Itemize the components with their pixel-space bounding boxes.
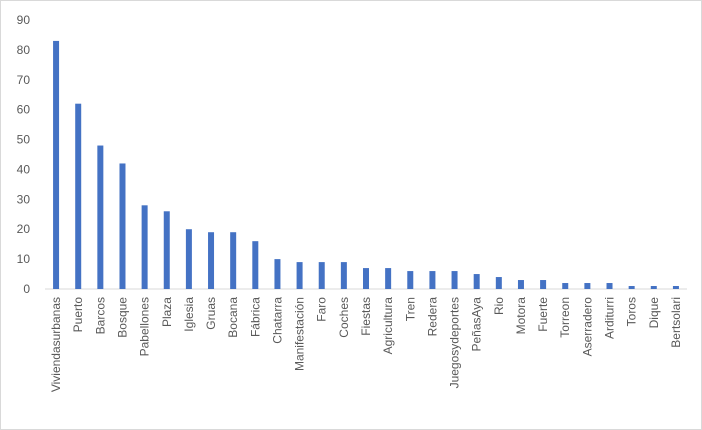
- y-tick-label: 80: [17, 43, 31, 57]
- x-tick-label: Chatarra: [270, 297, 284, 344]
- bar: [97, 145, 104, 289]
- bar: [163, 211, 170, 289]
- x-tick-label: Aserradero: [580, 297, 594, 357]
- x-tick-label: PeñasAya: [470, 297, 484, 352]
- bar: [584, 283, 591, 289]
- x-tick-label: Tren: [403, 297, 417, 321]
- y-tick-label: 50: [17, 133, 31, 147]
- y-tick-label: 20: [17, 222, 31, 236]
- y-tick-label: 90: [17, 13, 31, 27]
- x-tick-label: Manifestación: [293, 297, 307, 371]
- bar: [274, 259, 281, 289]
- x-tick-label: Bocana: [226, 297, 240, 338]
- x-tick-label: Rio: [492, 297, 506, 315]
- y-tick-label: 60: [17, 103, 31, 117]
- bar: [562, 283, 569, 289]
- x-tick-label: Faro: [315, 297, 329, 322]
- x-tick-label: Fuerte: [536, 297, 550, 332]
- bar: [340, 262, 347, 289]
- bar: [296, 262, 303, 289]
- bar: [451, 271, 458, 289]
- y-tick-label: 0: [23, 282, 30, 296]
- bar: [119, 163, 126, 289]
- y-tick-label: 40: [17, 162, 31, 176]
- x-tick-label: Redera: [425, 297, 439, 337]
- x-tick-label: Fábrica: [248, 297, 262, 337]
- y-tick-label: 70: [17, 73, 31, 87]
- x-tick-label: Pabellones: [138, 297, 152, 356]
- bar: [672, 286, 679, 289]
- x-tick-label: Viviendasurbanas: [49, 297, 63, 392]
- bar: [495, 277, 502, 289]
- x-tick-label: Dique: [647, 297, 661, 329]
- bar: [540, 280, 547, 289]
- y-tick-label: 30: [17, 192, 31, 206]
- bar: [318, 262, 325, 289]
- bar: [407, 271, 414, 289]
- x-tick-label: Iglesia: [182, 297, 196, 332]
- bar: [606, 283, 613, 289]
- bar: [252, 241, 259, 289]
- bar: [385, 268, 392, 289]
- x-tick-label: Toros: [625, 297, 639, 326]
- bar: [230, 232, 237, 289]
- x-tick-label: Bertsolari: [669, 297, 683, 348]
- bar: [429, 271, 436, 289]
- bar: [53, 40, 60, 289]
- x-tick-label: Puerto: [71, 297, 85, 333]
- bar: [208, 232, 215, 289]
- y-tick-label: 10: [17, 252, 31, 266]
- bar: [75, 103, 82, 289]
- bar: [363, 268, 369, 289]
- x-tick-label: Gruas: [204, 297, 218, 330]
- x-tick-label: Coches: [337, 297, 351, 338]
- x-tick-label: Fiestas: [359, 297, 373, 336]
- bar: [628, 286, 635, 289]
- x-tick-label: Torreon: [558, 297, 572, 338]
- bar: [517, 280, 524, 289]
- x-tick-label: Arditurri: [603, 297, 617, 339]
- bar: [650, 286, 657, 289]
- x-tick-label: Plaza: [160, 297, 174, 327]
- x-tick-label: Motora: [514, 297, 528, 335]
- x-tick-label: Barcos: [93, 297, 107, 334]
- bar: [473, 274, 480, 289]
- bar: [141, 205, 148, 289]
- x-tick-label: Bosque: [115, 297, 129, 338]
- x-tick-label: Agricultura: [381, 297, 395, 355]
- x-tick-label: Juegosydeportes: [448, 297, 462, 388]
- bar: [185, 229, 192, 289]
